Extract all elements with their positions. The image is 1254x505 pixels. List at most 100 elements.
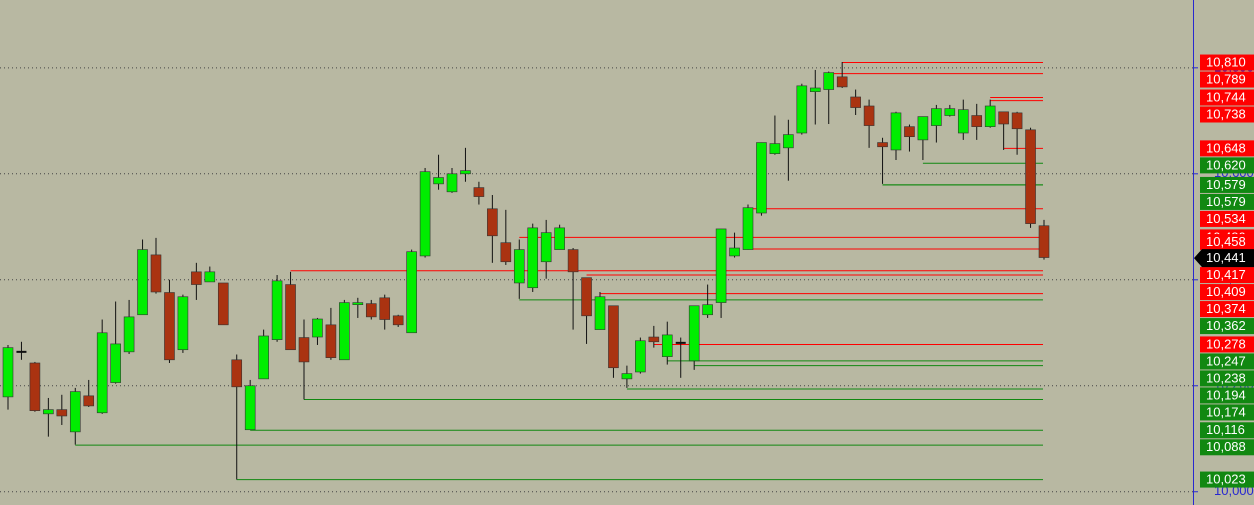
candle-body — [164, 292, 175, 361]
candle-body — [635, 340, 646, 373]
price-label-box — [1200, 471, 1254, 488]
price-label: 10,194 — [1206, 387, 1246, 402]
price-label: 10,362 — [1206, 318, 1246, 333]
candle-body — [944, 108, 956, 116]
candle-body — [312, 318, 323, 338]
price-label-box — [1200, 439, 1254, 456]
candle-body — [783, 134, 794, 149]
price-label: 10,116 — [1206, 422, 1245, 437]
candle-body — [809, 87, 821, 92]
price-label: 10,023 — [1206, 472, 1246, 487]
candle-body — [177, 296, 189, 351]
candle-body — [540, 232, 552, 263]
price-label-box — [1200, 353, 1254, 370]
price-label: 10,744 — [1206, 89, 1246, 104]
candle-body — [204, 271, 216, 283]
candle-body — [123, 316, 135, 353]
price-label: 10,174 — [1206, 404, 1246, 419]
candle-body — [29, 362, 41, 411]
candle-body — [554, 227, 565, 250]
candle-body — [729, 247, 740, 257]
candle-body — [352, 302, 364, 305]
candle-body — [742, 207, 754, 250]
price-label: 10,789 — [1206, 71, 1246, 86]
candle-body — [191, 271, 202, 285]
candle-body — [298, 337, 310, 363]
candle-body — [836, 76, 848, 88]
price-label: 10,534 — [1206, 211, 1246, 226]
candle-body — [285, 284, 296, 351]
candle-body — [850, 96, 861, 108]
candle-body — [715, 228, 727, 303]
candle-body — [890, 112, 902, 151]
price-label: 10,088 — [1206, 439, 1246, 454]
price-label: 10,238 — [1206, 370, 1246, 385]
candle-body — [1011, 112, 1023, 130]
candle-body — [392, 315, 404, 326]
last-price-box — [1194, 249, 1254, 268]
candle-body — [244, 385, 256, 431]
candle-body — [406, 251, 417, 334]
candle-body — [43, 409, 54, 415]
candle-body — [365, 303, 377, 318]
candle-body — [581, 277, 592, 317]
candle-body — [1025, 129, 1036, 224]
candle-body — [567, 249, 579, 273]
price-label: 10,620 — [1206, 157, 1246, 172]
candle-body — [217, 282, 229, 326]
price-label-box — [1200, 370, 1254, 387]
candle-body — [231, 359, 243, 388]
candle-body — [1038, 225, 1050, 258]
price-label-box — [1200, 157, 1254, 174]
candle-body — [96, 332, 108, 414]
price-label-box — [1200, 422, 1254, 439]
candle-body — [594, 296, 606, 330]
candle-body — [527, 227, 539, 289]
price-label-box — [1200, 89, 1254, 106]
candle-body — [325, 324, 337, 358]
candle-body — [661, 334, 673, 357]
price-label-box — [1200, 193, 1254, 210]
candle-body — [863, 105, 875, 126]
candle-body — [796, 85, 808, 134]
candle-body — [271, 280, 283, 340]
candle-body — [56, 409, 68, 417]
candle-body — [137, 249, 148, 316]
candle-body — [769, 143, 781, 154]
candle-body — [917, 116, 929, 141]
price-label-box — [1200, 176, 1254, 193]
candle-body — [500, 242, 512, 263]
candle-body — [931, 108, 942, 126]
candle-body — [83, 395, 95, 407]
candle-body — [823, 72, 835, 90]
candle-body — [702, 304, 713, 316]
price-label-box — [1200, 267, 1254, 284]
candle-body — [110, 343, 121, 383]
price-label-box — [1200, 387, 1254, 404]
candle-body — [904, 126, 915, 138]
candle-body — [608, 305, 619, 369]
candle-body — [446, 173, 458, 193]
price-label-box — [1200, 301, 1254, 318]
price-label-box — [1200, 210, 1254, 227]
price-label-box — [1200, 318, 1254, 335]
candle-body — [621, 373, 633, 380]
price-label-box — [1200, 234, 1254, 251]
price-label: 10,247 — [1206, 353, 1246, 368]
candle-body — [339, 302, 350, 361]
candle-body — [984, 105, 996, 127]
price-label: 10,374 — [1206, 301, 1246, 316]
candle-body — [2, 347, 14, 398]
price-label-box — [1200, 404, 1254, 421]
candle-body — [379, 297, 391, 320]
price-label: 10,579 — [1206, 177, 1246, 192]
price-label: 10,278 — [1206, 336, 1246, 351]
price-label: 10,458 — [1206, 234, 1246, 249]
price-label-box — [1200, 336, 1254, 353]
candle-body — [648, 336, 660, 343]
price-label: 10,409 — [1206, 284, 1246, 299]
candle-body — [688, 305, 700, 362]
candle-body — [258, 335, 269, 380]
